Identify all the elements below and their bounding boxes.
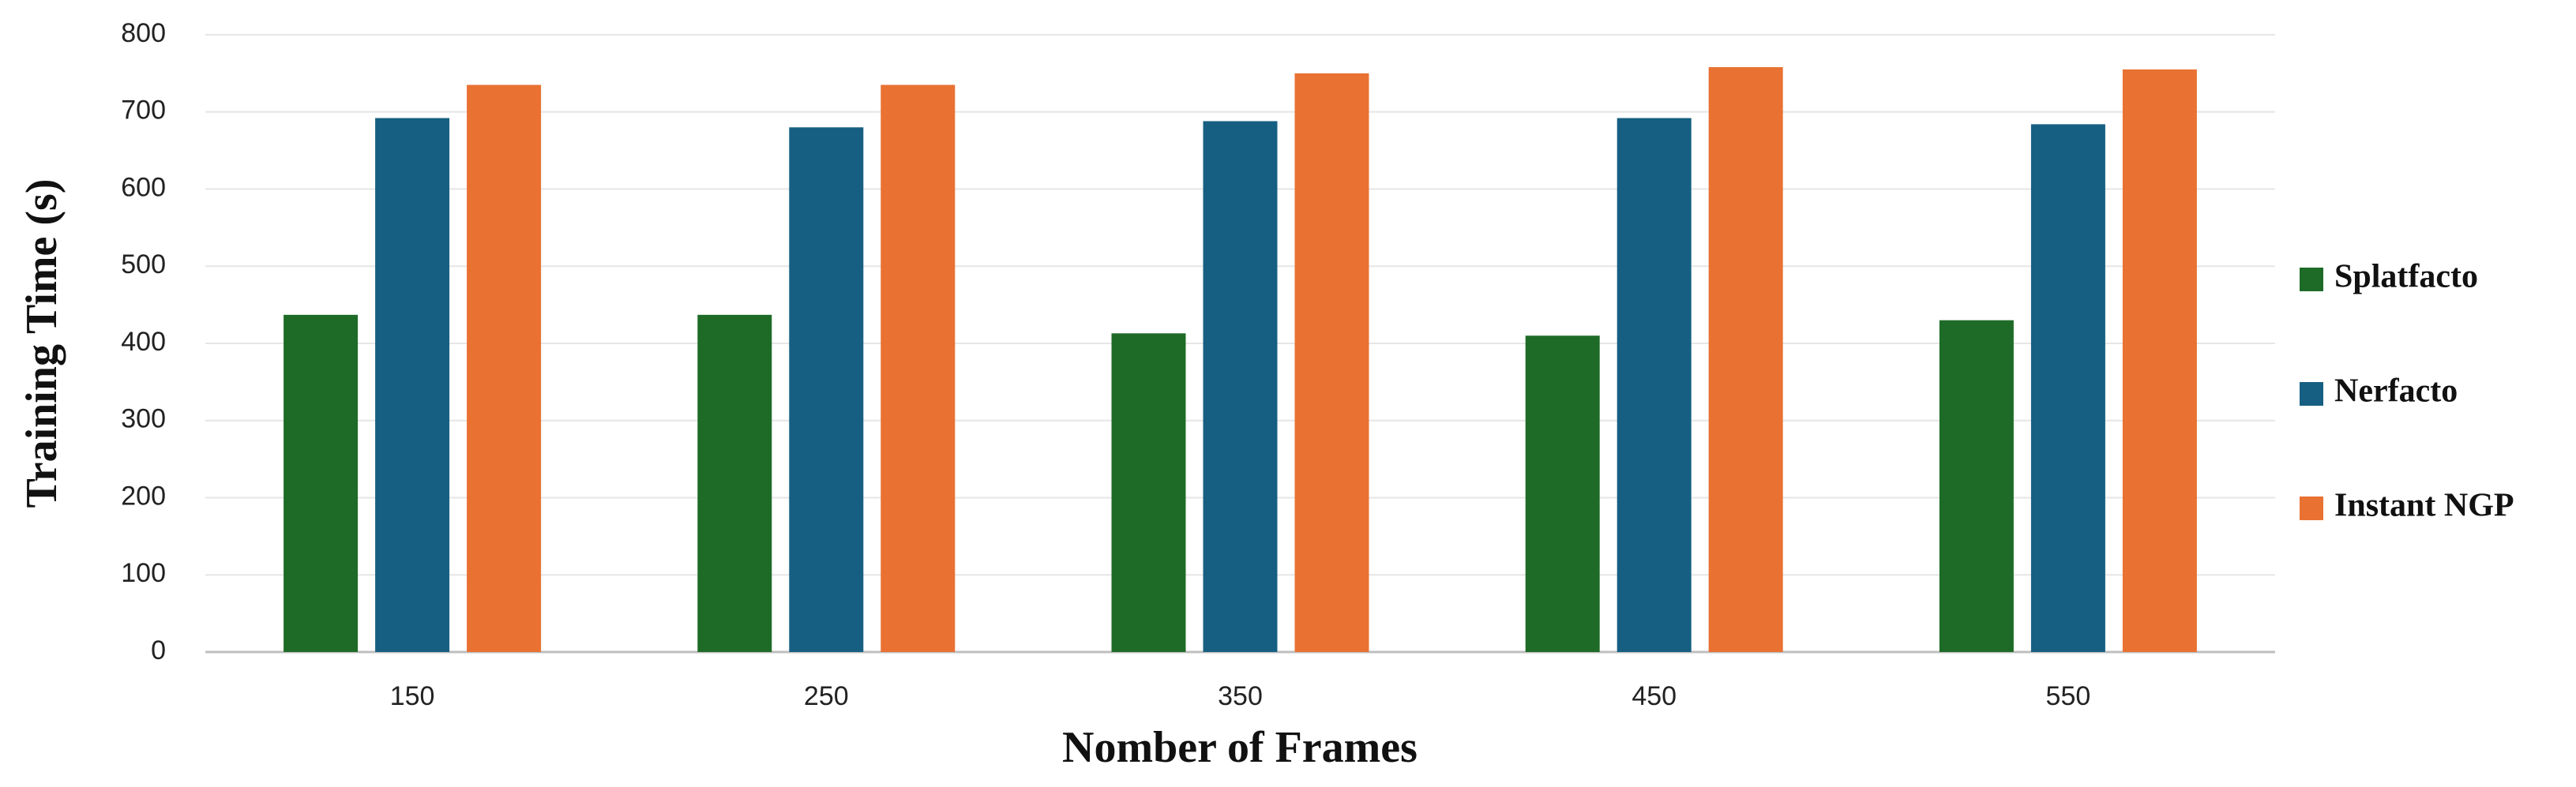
legend-swatch [2300,497,2323,520]
x-tick-label: 250 [804,681,849,711]
legend-label: Splatfacto [2334,259,2478,295]
y-tick-label: 500 [121,249,166,279]
bar [1111,333,1186,652]
y-tick-label: 300 [121,404,166,434]
y-tick-label: 800 [121,18,166,48]
y-tick-label: 0 [151,635,166,665]
y-axis-title: Training Time (s) [17,179,66,508]
bar [284,314,359,652]
y-tick-label: 200 [121,481,166,511]
bar [1525,335,1600,652]
bar [1617,118,1692,652]
bar [375,118,450,652]
x-tick-label: 550 [2046,681,2091,711]
bar [1708,67,1783,653]
legend-label: Nerfacto [2334,373,2458,410]
legend-label: Instant NGP [2334,488,2514,524]
bar [881,84,956,653]
bar [1939,320,2014,652]
bar [467,84,542,653]
bar [789,127,864,653]
bar [697,314,772,652]
y-tick-label: 700 [121,96,166,126]
y-tick-label: 400 [121,327,166,357]
bar [2030,124,2105,652]
bar [2122,69,2197,653]
x-tick-label: 150 [390,681,435,711]
bar [1203,121,1278,653]
x-axis-title: Nomber of Frames [1062,723,1418,772]
legend-swatch [2300,268,2323,291]
x-tick-label: 450 [1632,681,1677,711]
y-tick-label: 100 [121,558,166,588]
legend-swatch [2300,382,2323,406]
y-tick-label: 600 [121,172,166,202]
bar [1294,73,1369,652]
x-tick-label: 350 [1218,681,1263,711]
